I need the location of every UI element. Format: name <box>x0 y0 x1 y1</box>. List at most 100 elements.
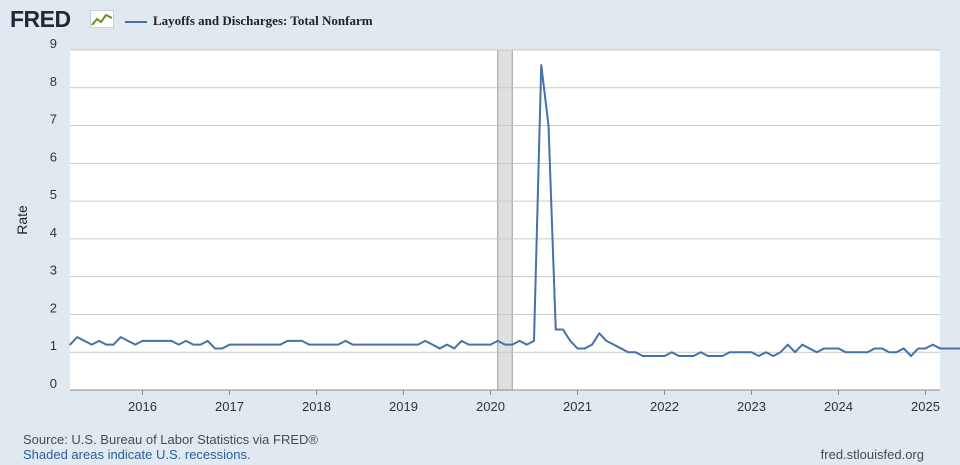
data-point-0-77 <box>627 351 630 354</box>
y-tick-label-2: 2 <box>50 300 57 315</box>
data-point-0-0 <box>69 343 71 346</box>
data-point-0-34 <box>315 343 318 346</box>
y-axis-label: Rate <box>14 205 30 235</box>
data-point-0-63 <box>525 343 528 346</box>
data-point-0-71 <box>583 347 586 350</box>
data-point-0-22 <box>228 343 231 346</box>
data-point-0-15 <box>177 343 180 346</box>
data-point-0-2 <box>83 340 86 342</box>
data-point-0-76 <box>620 347 622 350</box>
data-point-0-96 <box>765 351 767 354</box>
chart-header: FRED Layoffs and Discharges: Total Nonfa… <box>0 0 960 40</box>
data-point-0-57 <box>482 343 485 346</box>
data-point-0-100 <box>794 351 796 354</box>
data-point-0-4 <box>98 340 100 342</box>
data-point-0-70 <box>576 347 579 350</box>
data-point-0-10 <box>141 340 144 342</box>
data-point-0-3 <box>90 343 93 346</box>
data-point-0-116 <box>910 355 912 357</box>
data-point-0-101 <box>801 343 804 346</box>
data-point-0-58 <box>489 343 492 346</box>
data-point-0-92 <box>736 351 738 354</box>
data-point-0-43 <box>380 343 383 346</box>
data-point-0-81 <box>656 355 659 357</box>
data-point-0-84 <box>678 355 680 357</box>
recession-band-0 <box>497 49 513 391</box>
data-point-0-117 <box>917 347 920 350</box>
y-tick-label-0: 0 <box>50 376 57 391</box>
data-point-0-59 <box>496 340 499 342</box>
data-point-0-47 <box>409 343 412 346</box>
data-point-0-38 <box>344 340 347 342</box>
data-point-0-90 <box>721 355 724 357</box>
data-point-0-72 <box>591 343 593 346</box>
data-point-0-108 <box>852 351 854 354</box>
legend-label: Layoffs and Discharges: Total Nonfarm <box>153 13 373 28</box>
y-tick-labels: 0 1 2 3 4 5 6 7 8 9 <box>50 36 57 391</box>
data-point-0-19 <box>206 340 209 342</box>
y-tick-label-1: 1 <box>50 338 57 353</box>
data-point-0-53 <box>453 347 456 350</box>
y-tick-label-5: 5 <box>50 187 57 202</box>
x-tick-label-2023: 2023 <box>737 399 766 414</box>
data-point-0-88 <box>707 355 709 357</box>
data-point-0-55 <box>467 343 470 346</box>
data-point-0-113 <box>888 351 891 354</box>
data-point-0-78 <box>634 351 637 354</box>
series-layer <box>69 64 960 357</box>
data-point-0-74 <box>605 340 608 342</box>
data-point-0-99 <box>786 343 789 346</box>
data-point-0-114 <box>895 351 898 354</box>
data-point-0-106 <box>837 347 840 350</box>
x-tick-label-2018: 2018 <box>302 399 331 414</box>
data-point-0-27 <box>264 343 267 346</box>
data-point-0-61 <box>511 343 514 346</box>
data-point-0-35 <box>322 343 325 346</box>
source-note: Source: U.S. Bureau of Labor Statistics … <box>23 432 318 447</box>
data-point-0-73 <box>598 332 601 335</box>
data-point-0-7 <box>119 336 122 338</box>
data-point-0-103 <box>815 351 818 354</box>
data-point-0-94 <box>750 351 753 354</box>
data-point-0-62 <box>518 340 521 342</box>
data-point-0-33 <box>308 343 311 346</box>
data-point-0-97 <box>772 355 775 357</box>
data-point-0-51 <box>438 347 441 350</box>
data-point-0-67 <box>554 328 557 331</box>
data-point-0-45 <box>395 343 398 346</box>
y-tick-label-6: 6 <box>50 149 57 164</box>
data-point-0-79 <box>641 355 644 357</box>
data-point-0-52 <box>446 343 448 346</box>
data-point-0-66 <box>547 124 550 127</box>
data-point-0-32 <box>301 340 303 342</box>
x-tick-label-2017: 2017 <box>215 399 244 414</box>
data-point-0-87 <box>699 351 702 354</box>
data-point-0-64 <box>533 340 535 342</box>
y-tick-label-8: 8 <box>50 74 57 89</box>
data-point-0-46 <box>402 343 405 346</box>
x-tick-label-2019: 2019 <box>389 399 418 414</box>
data-point-0-39 <box>351 343 354 346</box>
data-point-0-86 <box>692 355 695 357</box>
data-point-0-29 <box>279 343 282 346</box>
data-point-0-24 <box>243 343 245 346</box>
data-point-0-102 <box>808 347 811 350</box>
data-point-0-40 <box>359 343 361 346</box>
x-tick-label-2016: 2016 <box>128 399 157 414</box>
recession-note[interactable]: Shaded areas indicate U.S. recessions. <box>23 447 251 462</box>
data-point-0-30 <box>286 340 289 342</box>
fred-logo: FRED <box>10 6 71 32</box>
data-point-0-65 <box>540 64 543 66</box>
data-point-0-110 <box>866 351 869 354</box>
data-point-0-18 <box>199 343 202 346</box>
data-point-0-41 <box>366 343 369 346</box>
data-point-0-93 <box>743 351 746 354</box>
site-url[interactable]: fred.stlouisfed.org <box>820 447 924 462</box>
data-point-0-20 <box>214 347 216 350</box>
data-point-0-109 <box>859 351 862 354</box>
data-point-0-91 <box>728 351 731 354</box>
data-point-0-48 <box>417 343 419 346</box>
data-point-0-60 <box>504 343 506 346</box>
data-point-0-118 <box>924 347 927 350</box>
